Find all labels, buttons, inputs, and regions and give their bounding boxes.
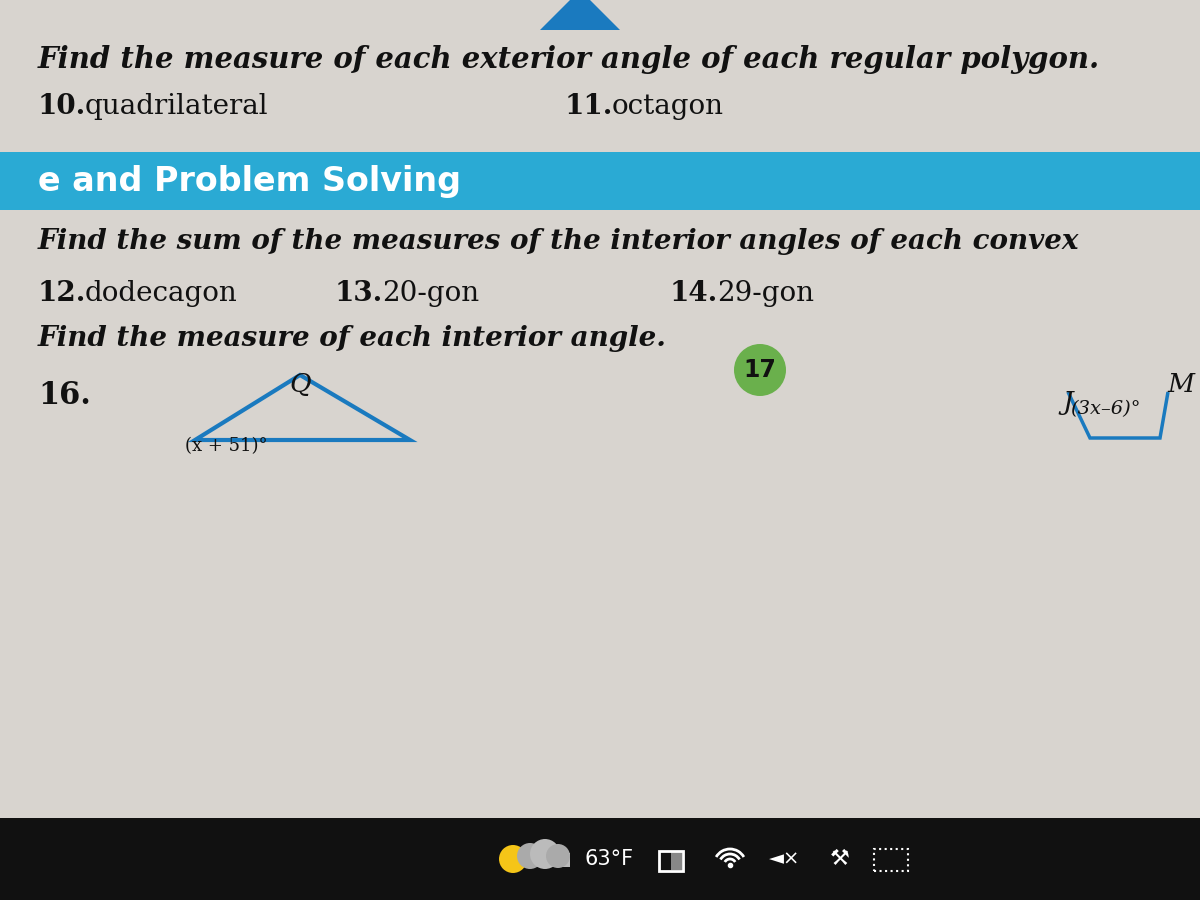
Text: dodecagon: dodecagon [85, 280, 238, 307]
Text: 11.: 11. [565, 93, 613, 120]
Text: ◄×: ◄× [769, 850, 800, 868]
FancyBboxPatch shape [0, 152, 1200, 210]
Text: 63°F: 63°F [586, 849, 634, 869]
Circle shape [734, 344, 786, 396]
Text: M: M [1166, 372, 1194, 397]
FancyBboxPatch shape [530, 853, 570, 867]
Text: 13.: 13. [335, 280, 383, 307]
Circle shape [499, 845, 527, 873]
Text: Find the sum of the measures of the interior angles of each convex: Find the sum of the measures of the inte… [38, 228, 1079, 255]
Text: ⚒: ⚒ [830, 849, 850, 869]
Text: Q: Q [289, 372, 311, 397]
Text: 10.: 10. [38, 93, 86, 120]
Text: quadrilateral: quadrilateral [85, 93, 269, 120]
Text: octagon: octagon [612, 93, 724, 120]
Text: (3x–6)°: (3x–6)° [1070, 400, 1140, 418]
Text: 14.: 14. [670, 280, 719, 307]
Text: 17: 17 [744, 358, 776, 382]
Circle shape [517, 843, 542, 869]
Text: Find the measure of each exterior angle of each regular polygon.: Find the measure of each exterior angle … [38, 45, 1100, 74]
Polygon shape [540, 0, 620, 30]
Text: J: J [1062, 390, 1073, 415]
Text: 29-gon: 29-gon [718, 280, 814, 307]
Circle shape [530, 839, 560, 869]
Circle shape [546, 844, 570, 868]
Text: 20-gon: 20-gon [382, 280, 479, 307]
Text: 12.: 12. [38, 280, 86, 307]
FancyBboxPatch shape [671, 852, 682, 870]
Text: e and Problem Solving: e and Problem Solving [38, 165, 461, 197]
Text: (x + 51)°: (x + 51)° [185, 437, 268, 455]
Text: 16.: 16. [38, 380, 91, 411]
Text: Find the measure of each interior angle.: Find the measure of each interior angle. [38, 325, 667, 352]
FancyBboxPatch shape [0, 818, 1200, 900]
